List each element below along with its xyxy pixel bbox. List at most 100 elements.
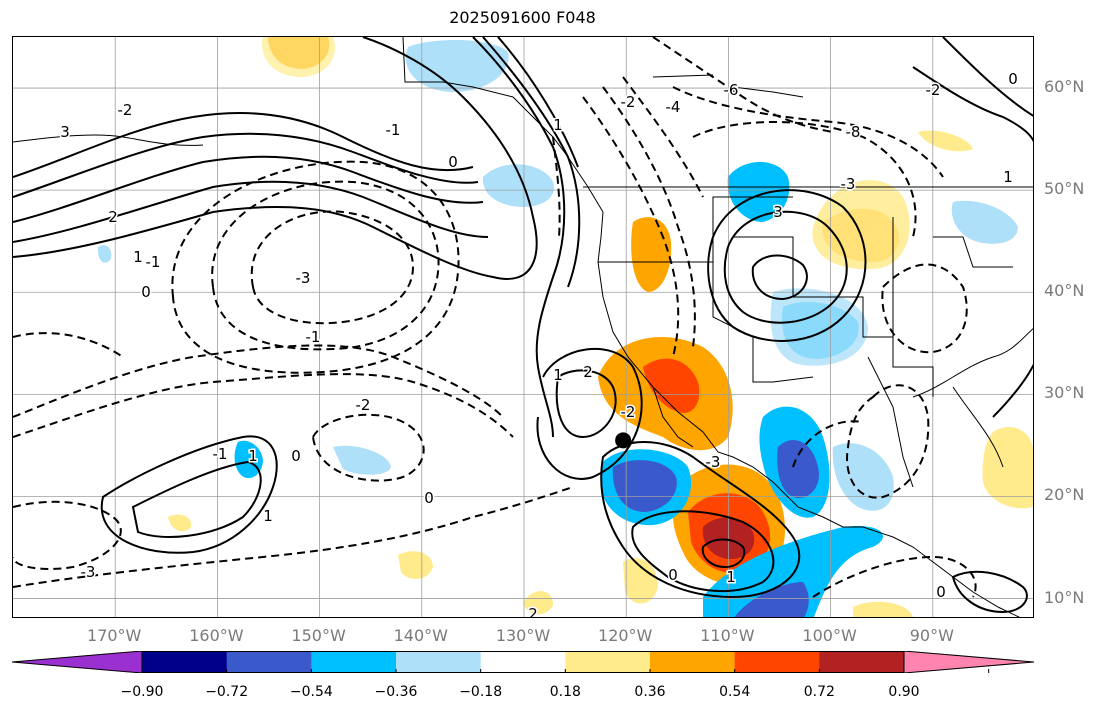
- contour-label: 1: [263, 507, 273, 525]
- contours: [13, 37, 1033, 614]
- contour-label: 0: [141, 283, 151, 301]
- colorbar-frame: [141, 651, 905, 673]
- contour-label: -2: [926, 81, 941, 99]
- contour-label: -2: [118, 101, 133, 119]
- cold-anomaly-texas-outer: [770, 288, 868, 366]
- contour-label: 1: [133, 248, 143, 266]
- location-marker: [615, 432, 632, 449]
- warm-anomaly-small-5: [853, 601, 913, 617]
- contour-label: -8: [846, 123, 861, 141]
- lat-label: 50°N: [1044, 179, 1085, 199]
- contour-label: 1: [553, 116, 563, 134]
- colorbar-tick-label: 0.18: [549, 684, 581, 700]
- contour-label: 0: [1008, 70, 1018, 88]
- colorbar-tick-label: −0.18: [459, 684, 503, 700]
- contours-negative: [13, 37, 977, 598]
- lon-label: 130°W: [495, 626, 551, 645]
- colorbar-bin: [142, 651, 228, 673]
- colorbar-extend-min: [12, 651, 143, 673]
- warm-anomaly-baja-core: [643, 358, 700, 413]
- cold-anomaly-alaska: [482, 164, 554, 207]
- contour-label: -3: [81, 563, 96, 581]
- colorbar-bin: [565, 651, 651, 673]
- cold-anomaly-central: [333, 445, 391, 475]
- contour-label: 0: [448, 153, 458, 171]
- contour-label: 1: [726, 568, 736, 586]
- colorbar-tick-label: 0.72: [803, 684, 835, 700]
- contour-label: 2: [583, 363, 593, 381]
- lat-label: 30°N: [1044, 383, 1085, 403]
- warm-anomaly-small-1: [168, 514, 192, 532]
- colorbar-bin: [650, 651, 736, 673]
- lon-label: 120°W: [598, 626, 653, 645]
- cold-anomaly-gulf-outer: [832, 443, 894, 511]
- contour-label: -2: [356, 396, 371, 414]
- cold-anomaly-gulf-core: [777, 439, 819, 498]
- warm-anomaly-small-2: [398, 551, 433, 579]
- contour-label: -3: [706, 453, 721, 471]
- map-panel: -2 -3 3 2 1 0 -1 0 1 -2 -3 2 1 0 -1 -2 -4 -6 -8 -3 3 -2 0 1 -1 0 1…: [12, 36, 1034, 618]
- contour-label: 2: [108, 208, 118, 226]
- warm-anomaly-rockies: [631, 217, 672, 292]
- contour-label: -3: [841, 175, 856, 193]
- warm-anomaly-small-4: [623, 558, 658, 604]
- contour-label: -2: [621, 403, 636, 421]
- cold-anomaly-south-core: [734, 582, 809, 617]
- lon-label: 100°W: [802, 626, 857, 645]
- warm-anomaly-small-7: [918, 130, 973, 152]
- colorbar-tick-label: −0.36: [374, 684, 418, 700]
- contour-label: 1: [553, 366, 563, 384]
- colorbar-bin: [734, 651, 820, 673]
- colorbar-bin: [226, 651, 312, 673]
- cold-anomaly-south: [703, 526, 883, 617]
- contour-label: 1: [248, 447, 258, 465]
- warm-anomaly-small-3: [523, 591, 553, 615]
- contour-label: 0: [936, 583, 946, 601]
- coastlines: [13, 37, 1033, 617]
- warm-anomaly-small-6: [982, 427, 1033, 509]
- contour-label: -6: [724, 81, 739, 99]
- lat-label: 40°N: [1044, 281, 1085, 301]
- warm-anomaly-midwest-outer: [812, 180, 910, 270]
- contour-label: -1: [213, 445, 228, 463]
- contour-label: -1: [146, 253, 161, 271]
- contour-label: 0: [424, 489, 434, 507]
- colorbar-tick-label: 0.36: [634, 684, 666, 700]
- cold-anomaly-hawaii: [234, 440, 263, 479]
- lon-label: 90°W: [909, 626, 954, 645]
- colorbar-bin: [819, 651, 905, 673]
- colorbar: [12, 651, 1034, 673]
- lon-label: 110°W: [700, 626, 755, 645]
- contour-label: 2: [528, 605, 538, 618]
- contour-label: 0: [668, 566, 678, 584]
- cold-anomaly-west-baja-core: [612, 460, 677, 512]
- contour-label: 3: [773, 203, 783, 221]
- cold-anomaly-yukon: [405, 40, 509, 92]
- colorbar-tick-label: −0.72: [205, 684, 249, 700]
- lat-label: 20°N: [1044, 485, 1085, 505]
- colorbar-bin: [396, 651, 482, 673]
- lat-label: 10°N: [1044, 587, 1085, 607]
- colorbar-tick-label: 0.90: [888, 684, 920, 700]
- contour-label: 3: [60, 123, 70, 141]
- contour-label: -1: [386, 121, 401, 139]
- lon-label: 170°W: [87, 626, 142, 645]
- lon-label: 150°W: [291, 626, 346, 645]
- lon-label: 140°W: [393, 626, 448, 645]
- graticule: [13, 37, 1033, 617]
- cold-anomaly-lakes: [951, 200, 1018, 244]
- colorbar-bin: [480, 651, 566, 673]
- map-title: 2025091600 F048: [449, 8, 596, 27]
- contour-label: -3: [296, 269, 311, 287]
- contour-label: -4: [666, 98, 681, 116]
- lat-label: 60°N: [1044, 77, 1085, 97]
- cold-anomaly-plains: [727, 162, 790, 222]
- contour-label: -2: [621, 93, 636, 111]
- contour-label: -1: [306, 328, 321, 346]
- contour-label: 1: [1003, 168, 1013, 186]
- cold-anomaly-small-8: [97, 245, 112, 263]
- colorbar-tick-label: −0.90: [120, 684, 164, 700]
- warm-anomaly-bering-outer: [262, 37, 336, 77]
